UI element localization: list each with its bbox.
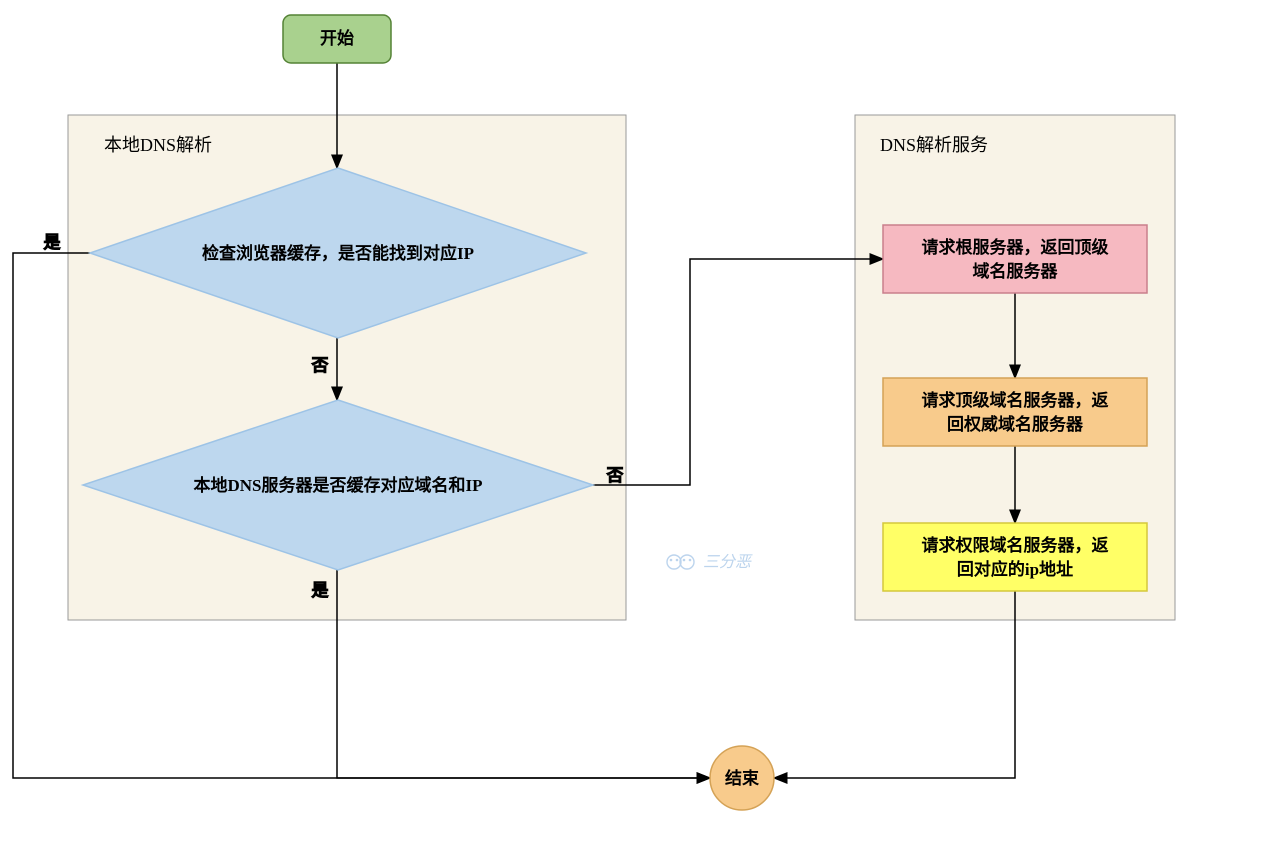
node-b2-line2: 回权威域名服务器	[947, 414, 1084, 434]
node-b1-line2: 域名服务器	[973, 261, 1059, 281]
node-start-label: 开始	[320, 28, 354, 48]
edge-d2-b1	[593, 259, 883, 485]
node-b3-line1: 请求权限域名服务器，返	[922, 535, 1109, 555]
node-b2-line1: 请求顶级域名服务器，返	[922, 390, 1109, 410]
node-b3: 请求权限域名服务器，返 回对应的ip地址	[883, 523, 1147, 591]
node-d1-label: 检查浏览器缓存，是否能找到对应IP	[202, 243, 474, 263]
node-d2-label: 本地DNS服务器是否缓存对应域名和IP	[193, 475, 482, 495]
node-b3-line2: 回对应的ip地址	[957, 559, 1073, 579]
node-b2: 请求顶级域名服务器，返 回权威域名服务器	[883, 378, 1147, 446]
region-service-title: DNS解析服务	[880, 135, 988, 155]
edge-label-d2-yes: 是	[312, 581, 329, 600]
node-end-label: 结束	[725, 768, 759, 788]
edge-label-d2-no: 否	[607, 466, 624, 485]
flowchart-canvas: 本地DNS解析 DNS解析服务 否 是 是 否 开始 检查浏览器缓存，是否能找到…	[0, 0, 1276, 850]
node-b1-line1: 请求根服务器，返回顶级	[922, 237, 1109, 257]
region-local-title: 本地DNS解析	[104, 135, 212, 155]
edge-label-d1-yes: 是	[44, 233, 61, 252]
edge-label-d1-no: 否	[312, 356, 329, 375]
node-start: 开始	[283, 15, 391, 63]
node-end: 结束	[710, 746, 774, 810]
node-b1: 请求根服务器，返回顶级 域名服务器	[883, 225, 1147, 293]
watermark-text: 三分恶	[703, 553, 753, 571]
watermark: 三分恶	[667, 553, 753, 571]
